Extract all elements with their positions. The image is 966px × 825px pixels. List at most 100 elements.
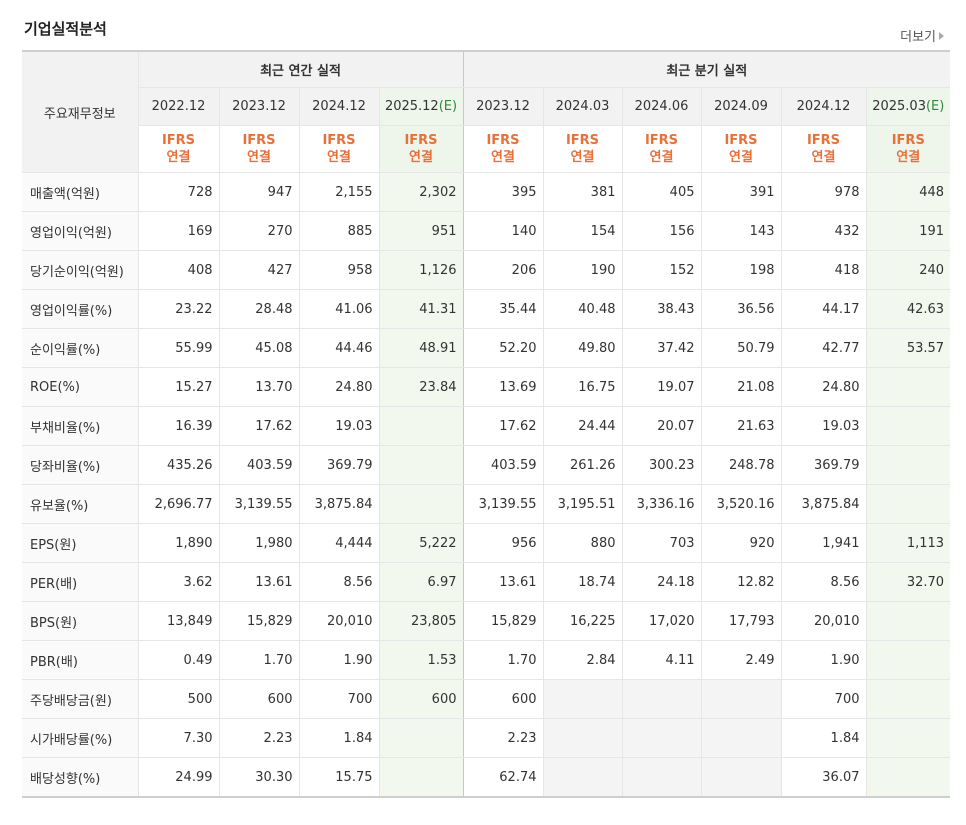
table-cell [865, 445, 951, 485]
table-cell: 38.43 [621, 289, 701, 329]
table-cell: 13.61 [218, 562, 299, 602]
ifrs-label: IFRS [565, 133, 600, 148]
table-cell: 15.75 [298, 757, 379, 798]
row-label: 영업이익률(%) [22, 289, 138, 329]
table-cell: 152 [621, 250, 701, 290]
ifrs-label: IFRS [806, 133, 841, 148]
table-cell [621, 679, 701, 719]
table-cell: 2.23 [218, 718, 299, 758]
table-cell: 169 [137, 211, 219, 251]
table-cell: 24.80 [298, 367, 379, 407]
period-label: 2024.06 [634, 99, 689, 114]
financial-table: 주요재무정보 최근 연간 실적 최근 분기 실적 2022.12 2023.12 2… [22, 50, 951, 798]
table-cell [700, 757, 781, 798]
table-cell: 300.23 [621, 445, 701, 485]
table-cell: 53.57 [865, 328, 951, 368]
table-cell: 13,849 [137, 601, 219, 641]
table-cell: 30.30 [218, 757, 299, 798]
table-row: 매출액(억원) 728 947 2,155 2,302 395 381 405 391 978 44… [22, 172, 951, 212]
ifrs-header: IFRS 연결 [780, 125, 866, 173]
table-cell: 2,155 [298, 172, 379, 212]
table-cell: 3,336.16 [621, 484, 701, 524]
table-cell: 15,829 [462, 601, 543, 641]
consolidated-label: 연결 [649, 150, 674, 165]
table-cell: 381 [542, 172, 622, 212]
period-label: 2023.12 [476, 99, 530, 114]
table-cell: 156 [621, 211, 701, 251]
table-cell: 920 [700, 523, 781, 563]
table-cell: 391 [700, 172, 781, 212]
row-label: 시가배당률(%) [22, 718, 138, 758]
table-cell: 19.03 [298, 406, 379, 446]
table-cell: 36.07 [780, 757, 866, 798]
table-cell: 700 [780, 679, 866, 719]
table-cell: 8.56 [780, 562, 866, 602]
table-cell: 20,010 [298, 601, 379, 641]
table-cell [378, 484, 463, 524]
table-cell: 1.53 [378, 640, 463, 680]
table-cell [865, 484, 951, 524]
table-cell: 50.79 [700, 328, 781, 368]
table-cell [865, 367, 951, 407]
period-header: 2022.12 [137, 87, 219, 126]
row-label: BPS(원) [22, 601, 138, 641]
table-cell: 17.62 [218, 406, 299, 446]
table-row: 유보율(%) 2,696.77 3,139.55 3,875.84 3,139.55 3,… [22, 484, 951, 524]
table-cell [865, 640, 951, 680]
period-label: 2025.03 [872, 99, 926, 114]
row-label-header: 주요재무정보 [22, 51, 138, 173]
quarter-group-header: 최근 분기 실적 [462, 51, 951, 88]
ifrs-label: IFRS [322, 133, 356, 148]
table-cell: 600 [218, 679, 299, 719]
table-cell: 1,941 [780, 523, 866, 563]
table-cell [865, 757, 951, 798]
table-cell: 15.27 [137, 367, 219, 407]
table-cell [378, 445, 463, 485]
table-cell: 4.11 [621, 640, 701, 680]
table-cell: 369.79 [780, 445, 866, 485]
table-cell: 500 [137, 679, 219, 719]
table-cell [700, 679, 781, 719]
table-cell: 2.23 [462, 718, 543, 758]
table-cell: 405 [621, 172, 701, 212]
table-cell: 700 [298, 679, 379, 719]
table-cell: 703 [621, 523, 701, 563]
table-cell [865, 718, 951, 758]
period-header: 2024.09 [700, 87, 781, 126]
table-row: 시가배당률(%) 7.30 2.23 1.84 2.23 1.84 [22, 718, 951, 758]
period-label: 2022.12 [151, 99, 206, 114]
table-cell: 12.82 [700, 562, 781, 602]
table-cell: 32.70 [865, 562, 951, 602]
table-cell: 20.07 [621, 406, 701, 446]
ifrs-label: IFRS [724, 133, 758, 148]
consolidated-label: 연결 [409, 150, 433, 165]
table-cell: 3,139.55 [462, 484, 543, 524]
more-link[interactable]: 더보기 [900, 26, 944, 45]
table-cell: 13.61 [462, 562, 543, 602]
table-row: 부채비율(%) 16.39 17.62 19.03 17.62 24.44 20.07 21.… [22, 406, 951, 446]
ifrs-header: IFRS 연결 [218, 125, 299, 173]
row-label: PER(배) [22, 562, 138, 602]
period-header: 2024.06 [621, 87, 701, 126]
table-cell: 7.30 [137, 718, 219, 758]
ifrs-label: IFRS [404, 133, 438, 148]
period-label: 2024.09 [714, 99, 768, 114]
ifrs-label: IFRS [486, 133, 520, 148]
period-label: 2023.12 [232, 99, 286, 114]
consolidated-label: 연결 [729, 150, 753, 165]
ifrs-label: IFRS [161, 133, 196, 148]
table-row: 당기순이익(억원) 408 427 958 1,126 206 190 152 198 418 24… [22, 250, 951, 290]
table-cell: 418 [780, 250, 866, 290]
table-cell: 23.84 [378, 367, 463, 407]
estimate-mark: (E) [438, 99, 458, 114]
table-row: PBR(배) 0.49 1.70 1.90 1.53 1.70 2.84 4.11 2.49 1.… [22, 640, 951, 680]
table-cell: 154 [542, 211, 622, 251]
table-cell: 951 [378, 211, 463, 251]
table-cell: 3,875.84 [298, 484, 379, 524]
table-cell: 248.78 [700, 445, 781, 485]
table-cell: 24.44 [542, 406, 622, 446]
table-cell: 947 [218, 172, 299, 212]
period-header: 2025.12(E) [378, 87, 463, 126]
table-cell [865, 406, 951, 446]
table-row: EPS(원) 1,890 1,980 4,444 5,222 956 880 703 920 1,… [22, 523, 951, 563]
